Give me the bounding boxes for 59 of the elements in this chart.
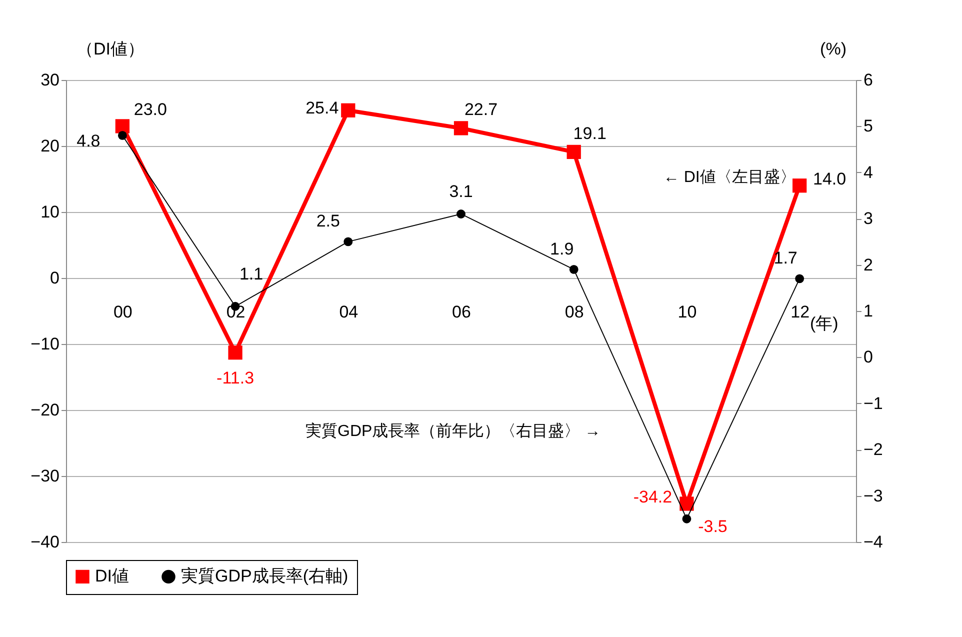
point — [344, 237, 353, 246]
data-label: 1.7 — [774, 248, 798, 268]
data-label: 23.0 — [134, 100, 167, 120]
point — [341, 103, 356, 118]
y-tick-label: 30 — [40, 70, 60, 90]
data-label: 19.1 — [573, 124, 606, 143]
point — [228, 346, 242, 360]
data-label: -11.3 — [216, 368, 254, 388]
y2-tick-label: 3 — [864, 209, 873, 228]
y2-tick-label: 5 — [864, 116, 873, 136]
point — [792, 178, 807, 193]
data-label: 4.8 — [76, 131, 100, 150]
data-label: 14.0 — [813, 170, 846, 189]
point — [566, 144, 581, 160]
point — [454, 121, 468, 136]
data-label: 22.7 — [464, 100, 498, 120]
y-tick-label: 10 — [40, 202, 60, 222]
y2-tick-label: −2 — [864, 440, 883, 460]
y2-tick-label: 0 — [864, 348, 873, 367]
point — [682, 514, 692, 524]
point — [795, 274, 804, 284]
y2-tick-label: −4 — [864, 532, 883, 552]
y2-tick-label: −3 — [864, 486, 883, 506]
legend-label: 実質GDP成長率(右軸) — [181, 566, 348, 586]
data-label: 25.4 — [306, 98, 339, 118]
data-label: 2.5 — [316, 212, 340, 231]
y2-tick-label: 6 — [864, 70, 873, 90]
y2-axis-title: (%) — [820, 40, 846, 58]
y2-tick-label: −1 — [864, 394, 883, 413]
y-tick-label: −10 — [30, 334, 60, 354]
y-axis-title: （DI値） — [76, 40, 144, 58]
point — [680, 496, 694, 511]
point — [456, 210, 466, 218]
point — [115, 119, 130, 134]
point — [569, 264, 578, 274]
x-axis-title: (年) — [810, 314, 838, 333]
y2-tick-label: 4 — [864, 162, 873, 182]
point — [118, 130, 127, 140]
legend-label: DI値 — [95, 566, 129, 586]
data-label: 1.9 — [550, 239, 574, 258]
x-tick-label: 06 — [452, 302, 471, 322]
y-tick-label: 0 — [50, 268, 60, 288]
y-tick-label: −30 — [30, 466, 60, 486]
data-label: -3.5 — [698, 516, 728, 536]
y-tick-label: −40 — [30, 532, 60, 552]
data-label: 3.1 — [449, 182, 473, 201]
x-tick-label: 10 — [678, 302, 697, 322]
data-label: 1.1 — [239, 264, 264, 284]
data-label: -34.2 — [633, 488, 672, 507]
y2-tick-label: 2 — [864, 255, 873, 274]
x-tick-label: 08 — [564, 302, 584, 322]
x-tick-label: 00 — [113, 302, 132, 322]
annotation: 実質GDP成長率（前年比）〈右目盛〉 → — [306, 422, 601, 440]
x-tick-label: 12 — [790, 302, 810, 322]
annotation: ← DI値〈左目盛〉 — [663, 168, 796, 186]
y2-tick-label: 1 — [864, 302, 873, 320]
y-tick-label: −20 — [30, 400, 60, 420]
x-tick-label: 04 — [339, 302, 358, 322]
y-tick-label: 20 — [40, 136, 60, 156]
